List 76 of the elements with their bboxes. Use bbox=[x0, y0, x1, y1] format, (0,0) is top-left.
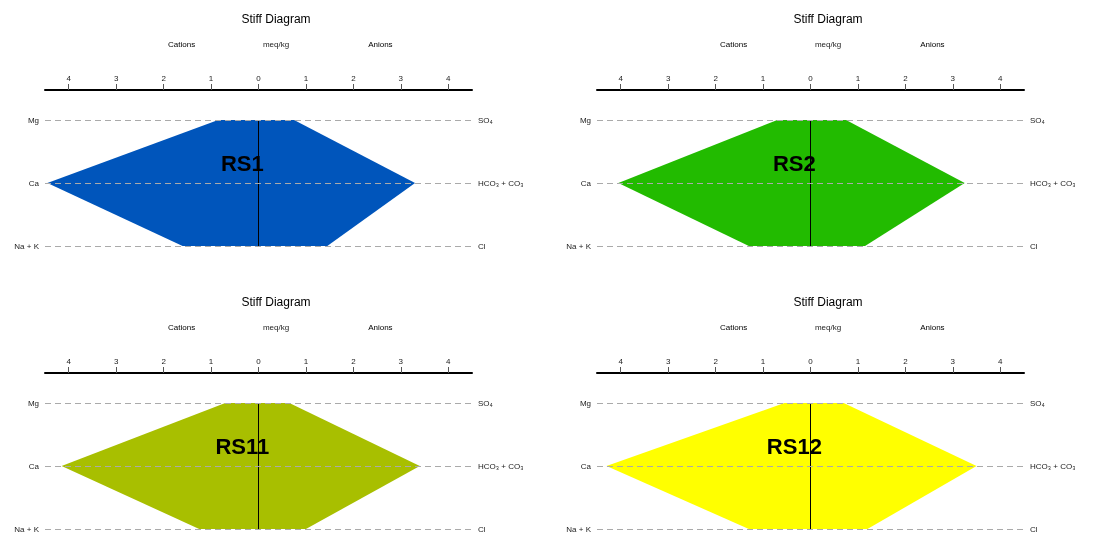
x-tick-label: 4 bbox=[618, 73, 624, 83]
x-tick-label: 1 bbox=[855, 356, 861, 366]
x-axis-title: meq/kg bbox=[814, 322, 842, 332]
text: Cations bbox=[168, 322, 196, 332]
y-tick-label: Mg bbox=[27, 115, 39, 125]
text: Anions bbox=[368, 39, 393, 49]
y2-tick-label: Cl bbox=[478, 524, 486, 534]
text: Anions bbox=[920, 322, 945, 332]
chart-title: Stiff Diagram bbox=[241, 12, 311, 26]
x-tick-label: 3 bbox=[665, 356, 671, 366]
x-tick-label: 4 bbox=[66, 356, 72, 366]
y-tick-label: Ca bbox=[28, 178, 40, 188]
chart-title: Stiff Diagram bbox=[793, 295, 863, 309]
x-tick-label: 4 bbox=[446, 73, 452, 83]
x-tick-label: 2 bbox=[351, 73, 357, 83]
y-tick-label: Ca bbox=[580, 461, 592, 471]
y2-tick-label: SO₄ bbox=[1030, 398, 1045, 408]
y2-tick-label: HCO₃ + CO₃ bbox=[478, 178, 524, 188]
y2-tick-label: HCO₃ + CO₃ bbox=[1030, 461, 1076, 471]
y-tick-label: Mg bbox=[579, 398, 591, 408]
text: Cations bbox=[720, 322, 748, 332]
x-tick-label: 3 bbox=[113, 73, 119, 83]
y2-tick-label: HCO₃ + CO₃ bbox=[478, 461, 524, 471]
x-tick-label: 3 bbox=[950, 73, 956, 83]
x-tick-label: 2 bbox=[713, 73, 719, 83]
x-axis-title: meq/kg bbox=[814, 39, 842, 49]
x-tick-label: 0 bbox=[256, 356, 262, 366]
y-tick-label: Mg bbox=[27, 398, 39, 408]
y-tick-label: Na + K bbox=[566, 524, 592, 534]
y2-tick-label: Cl bbox=[478, 241, 486, 251]
x-tick-label: 1 bbox=[760, 73, 766, 83]
x-tick-label: 4 bbox=[998, 356, 1004, 366]
x-axis-title: meq/kg bbox=[262, 39, 290, 49]
x-tick-label: 1 bbox=[760, 356, 766, 366]
x-tick-label: 4 bbox=[618, 356, 624, 366]
x-tick-label: 3 bbox=[665, 73, 671, 83]
x-tick-label: 2 bbox=[713, 356, 719, 366]
x-axis-title: meq/kg bbox=[262, 322, 290, 332]
text: Anions bbox=[368, 322, 393, 332]
x-tick-label: 3 bbox=[398, 356, 404, 366]
x-tick-label: 1 bbox=[303, 356, 309, 366]
x-tick-label: 2 bbox=[161, 73, 167, 83]
y-tick-label: Mg bbox=[579, 115, 591, 125]
y2-tick-label: SO₄ bbox=[1030, 115, 1045, 125]
y2-tick-label: HCO₃ + CO₃ bbox=[1030, 178, 1076, 188]
x-tick-label: 3 bbox=[950, 356, 956, 366]
y-tick-label: Ca bbox=[28, 461, 40, 471]
chart-title: Stiff Diagram bbox=[793, 12, 863, 26]
x-tick-label: 0 bbox=[256, 73, 262, 83]
x-tick-label: 3 bbox=[113, 356, 119, 366]
y2-tick-label: Cl bbox=[1030, 524, 1038, 534]
y2-tick-label: Cl bbox=[1030, 241, 1038, 251]
x-tick-label: 4 bbox=[66, 73, 72, 83]
x-tick-label: 2 bbox=[351, 356, 357, 366]
text: Anions bbox=[920, 39, 945, 49]
text: Cations bbox=[720, 39, 748, 49]
text: Cations bbox=[168, 39, 196, 49]
x-tick-label: 1 bbox=[208, 356, 214, 366]
x-tick-label: 2 bbox=[903, 356, 909, 366]
x-tick-label: 1 bbox=[855, 73, 861, 83]
x-tick-label: 3 bbox=[398, 73, 404, 83]
x-tick-label: 4 bbox=[998, 73, 1004, 83]
x-tick-label: 2 bbox=[161, 356, 167, 366]
y2-tick-label: SO₄ bbox=[478, 115, 493, 125]
x-tick-label: 4 bbox=[446, 356, 452, 366]
y-tick-label: Ca bbox=[580, 178, 592, 188]
x-tick-label: 1 bbox=[303, 73, 309, 83]
y-tick-label: Na + K bbox=[14, 524, 40, 534]
y2-tick-label: SO₄ bbox=[478, 398, 493, 408]
x-tick-label: 2 bbox=[903, 73, 909, 83]
x-tick-label: 1 bbox=[208, 73, 214, 83]
y-tick-label: Na + K bbox=[566, 241, 592, 251]
x-tick-label: 0 bbox=[808, 356, 814, 366]
chart-title: Stiff Diagram bbox=[241, 295, 311, 309]
y-tick-label: Na + K bbox=[14, 241, 40, 251]
x-tick-label: 0 bbox=[808, 73, 814, 83]
